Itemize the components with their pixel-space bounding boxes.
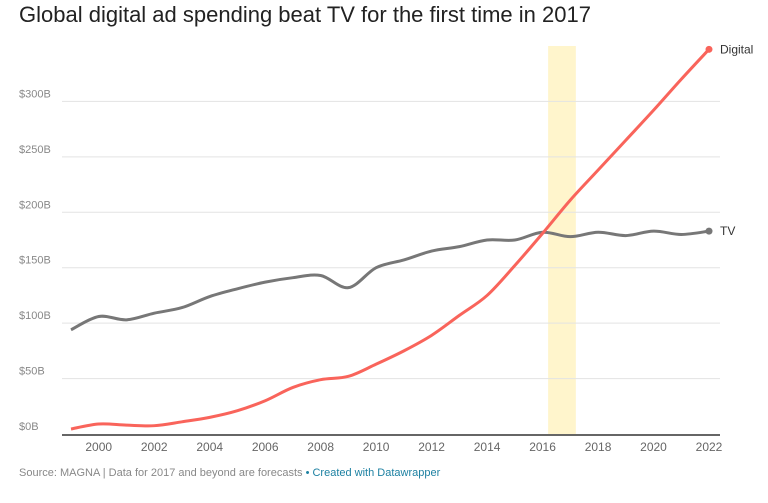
digital-line	[70, 48, 711, 431]
x-tick-label: 2004	[196, 440, 223, 454]
x-tick-label: 2016	[529, 440, 556, 454]
y-tick-label: $0B	[19, 421, 39, 433]
y-tick-label: $50B	[19, 366, 45, 378]
x-tick-label: 2008	[307, 440, 334, 454]
source-note: Source: MAGNA | Data for 2017 and beyond…	[19, 467, 303, 479]
tv-label: TV	[720, 224, 735, 238]
y-tick-label: $250B	[19, 144, 51, 156]
highlight-band	[548, 46, 576, 434]
tv-line	[70, 229, 710, 332]
x-tick-label: 2010	[363, 440, 390, 454]
x-tick-label: 2002	[141, 440, 168, 454]
x-tick-label: 2014	[474, 440, 501, 454]
x-tick-label: 2000	[85, 440, 112, 454]
y-tick-label: $100B	[19, 310, 51, 322]
digital-end-point	[705, 45, 713, 53]
y-tick-label: $300B	[19, 88, 51, 100]
separator: •	[302, 467, 313, 479]
digital-label: Digital	[720, 42, 753, 56]
tv-end-point	[705, 227, 713, 235]
y-tick-label: $150B	[19, 255, 51, 267]
footer: Source: MAGNA | Data for 2017 and beyond…	[19, 467, 440, 479]
x-tick-label: 2020	[640, 440, 667, 454]
x-tick-label: 2022	[696, 440, 723, 454]
x-tick-label: 2006	[252, 440, 279, 454]
chart-title: Global digital ad spending beat TV for t…	[19, 2, 591, 27]
x-tick-label: 2018	[585, 440, 612, 454]
datawrapper-link[interactable]: Created with Datawrapper	[312, 467, 441, 479]
x-tick-label: 2012	[418, 440, 445, 454]
y-tick-label: $200B	[19, 199, 51, 211]
